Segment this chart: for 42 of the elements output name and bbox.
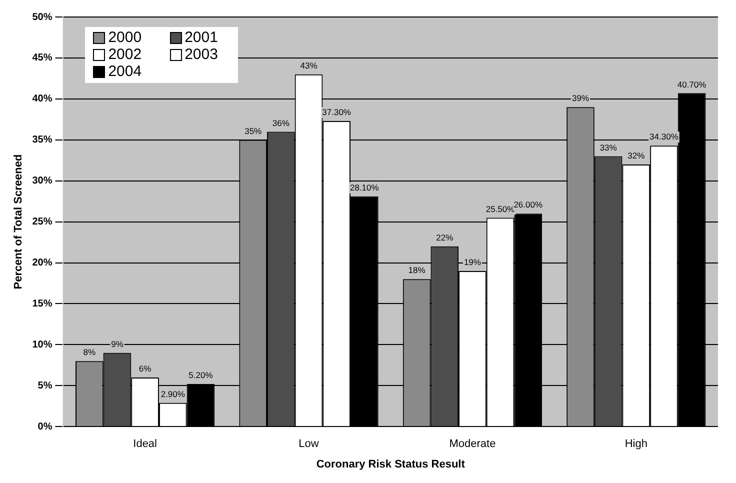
data-label: 25.50% [486,204,516,214]
data-label: 39% [572,93,590,104]
y-tick-label: 25% [32,216,52,228]
y-tick-label: 30% [32,176,52,187]
data-label: 34.30% [650,132,679,142]
data-label: 2.90% [160,388,186,399]
data-label: 6% [138,364,152,374]
legend-label: 2000 [108,29,142,46]
data-label: 19% [464,257,482,268]
data-label: 43% [300,60,318,70]
y-tick-label: 15% [32,298,52,310]
data-label: 26.00% [514,200,543,210]
data-label: 8% [83,347,96,358]
data-label: 18% [408,265,426,276]
data-label: 37.30% [322,107,352,118]
data-label: 22% [436,232,454,242]
y-tick-label: 50% [32,12,52,23]
x-tick-label: Low [298,438,319,450]
y-tick-label: 5% [38,380,52,392]
legend-label: 2001 [184,29,218,46]
x-tick-label: High [624,438,648,450]
data-label: 36% [272,118,290,128]
x-tick-label: Moderate [449,438,496,450]
y-tick-label: 20% [32,258,52,269]
y-axis-title: Percent of Total Screened [12,154,25,290]
x-tick-label: Ideal [133,438,157,450]
data-label: 33% [600,142,618,152]
data-label: 28.10% [350,182,380,192]
data-label: 35% [244,126,262,136]
x-axis-title: Coronary Risk Status Result [316,458,466,470]
data-label: 5.20% [188,370,214,380]
y-tick-label: 0% [38,421,52,432]
legend-label: 2004 [108,63,142,80]
data-label: 32% [628,150,646,161]
y-tick-label: 10% [32,339,52,350]
data-label: 9% [111,338,124,349]
y-tick-label: 35% [32,134,52,146]
y-tick-label: 45% [32,52,52,64]
legend-label: 2003 [184,46,218,63]
y-tick-label: 40% [32,94,52,105]
data-label: 40.70% [677,79,707,90]
legend-label: 2002 [108,46,142,63]
